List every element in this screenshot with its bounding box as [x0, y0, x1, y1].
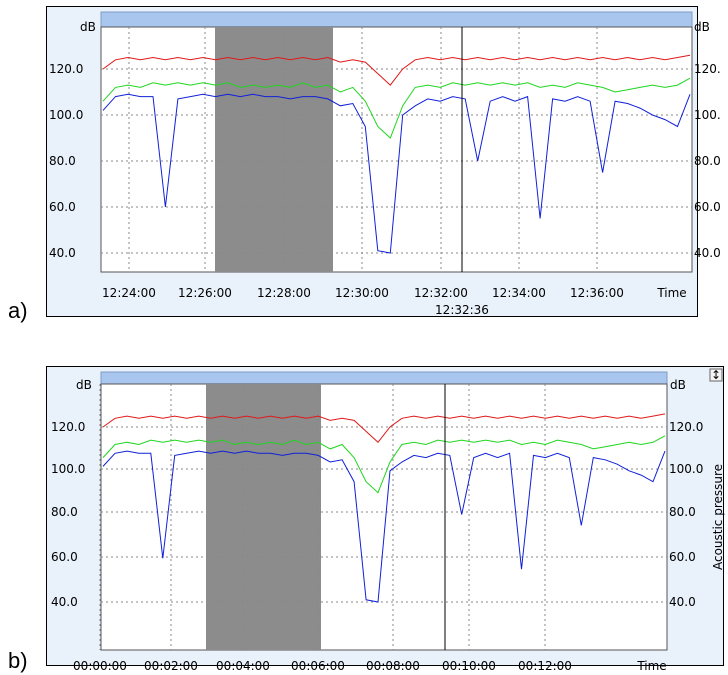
y-tick-label-right-a: 60.0 — [694, 200, 721, 214]
x-tick-label-b: 00:06:00 — [291, 659, 345, 673]
x-tick-label-a: 12:30:00 — [335, 286, 389, 300]
y-tick-label-right-b: 120.0 — [669, 420, 703, 434]
y-axis-label-left-b: dB — [76, 378, 92, 392]
y-tick-label-left-b: 40.0 — [51, 595, 78, 609]
x-tick-label-a: 12:28:00 — [257, 286, 311, 300]
y-tick-label-left-b: 120.0 — [51, 420, 85, 434]
x-tick-label-a: 12:36:00 — [570, 286, 624, 300]
series-line-blue-b — [102, 450, 666, 603]
x-tick-label-a: 12:34:00 — [492, 286, 546, 300]
panel-label-b: b) — [8, 648, 28, 673]
y-axis-label-left-a: dB — [80, 20, 96, 34]
series-line-green-b — [102, 435, 666, 494]
right-axis-title-b: Acoustic pressure — [711, 464, 725, 570]
x-tick-label-a: 12:24:00 — [102, 286, 156, 300]
y-tick-label-right-a: 80.0 — [694, 154, 721, 168]
panel-label-a: a) — [8, 298, 28, 323]
x-tick-label-b: 00:08:00 — [366, 659, 420, 673]
y-tick-label-right-b: 80.0 — [669, 505, 696, 519]
series-line-red-b — [102, 413, 666, 444]
header-bar-a — [100, 11, 693, 28]
y-tick-label-right-a: 40.0 — [694, 246, 721, 260]
scroll-button-icon — [709, 368, 723, 382]
highlight-band-b — [206, 384, 321, 650]
cursor-time-a: 12:32:36 — [435, 303, 489, 317]
x-tick-label-b: 00:04:00 — [216, 659, 270, 673]
highlight-band-a — [215, 27, 333, 272]
y-tick-label-left-a: 80.0 — [49, 154, 76, 168]
y-tick-label-right-a: 100. — [694, 108, 721, 122]
y-tick-label-left-a: 40.0 — [49, 246, 76, 260]
plot-area-b — [100, 383, 668, 651]
scroll-arrow-icon: ↕ — [711, 368, 721, 382]
plot-area-a — [100, 26, 693, 273]
y-tick-label-left-a: 100.0 — [49, 108, 83, 122]
series-line-red-a — [102, 54, 691, 86]
x-tick-label-b: 00:00:00 — [73, 659, 127, 673]
y-axis-label-right-a: dB — [694, 20, 710, 34]
x-axis-label-a: Time — [656, 286, 686, 300]
x-axis-label-b: Time — [636, 659, 666, 673]
x-tick-label-b: 00:12:00 — [518, 659, 572, 673]
y-tick-label-left-a: 120.0 — [49, 62, 83, 76]
y-tick-label-right-b: 40.0 — [669, 595, 696, 609]
y-tick-label-left-b: 80.0 — [51, 505, 78, 519]
y-tick-label-right-b: 100.0 — [669, 462, 703, 476]
y-tick-label-right-b: 60.0 — [669, 550, 696, 564]
y-tick-label-right-a: 120. — [694, 62, 721, 76]
header-bar-b — [100, 371, 668, 385]
x-tick-label-b: 00:02:00 — [144, 659, 198, 673]
y-tick-label-left-b: 60.0 — [51, 550, 78, 564]
x-tick-label-a: 12:26:00 — [178, 286, 232, 300]
x-tick-label-a: 12:32:00 — [414, 286, 468, 300]
y-axis-label-right-b: dB — [670, 378, 686, 392]
series-line-blue-a — [102, 93, 691, 254]
y-tick-label-left-b: 100.0 — [51, 462, 85, 476]
series-line-green-a — [102, 77, 691, 139]
y-tick-label-left-a: 60.0 — [49, 200, 76, 214]
x-tick-label-b: 00:10:00 — [442, 659, 496, 673]
